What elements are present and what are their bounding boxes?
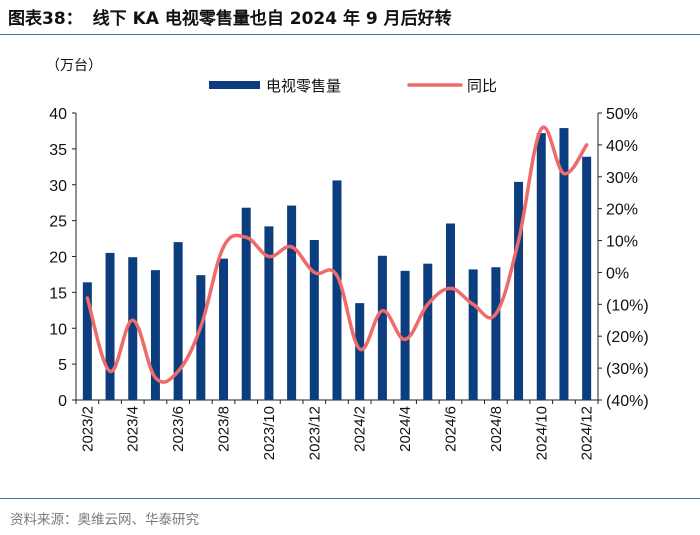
bar-2024-4 <box>400 270 410 400</box>
bar-2023-9 <box>241 207 251 400</box>
x-axis-tick-label: 2024/8 <box>488 406 505 452</box>
right-axis-tick-label: (10%) <box>606 297 649 314</box>
bar-2023-11 <box>287 205 297 400</box>
x-axis-tick-label: 2024/6 <box>442 406 459 452</box>
left-axis-tick-label: 35 <box>49 142 67 159</box>
x-axis-tick-label: 2023/6 <box>170 406 187 452</box>
right-axis-tick-label: (40%) <box>606 393 649 410</box>
unit-label: （万台） <box>46 57 102 73</box>
footer-divider <box>0 498 700 499</box>
bar-2024-7 <box>468 269 478 400</box>
bar-2024-1 <box>332 180 342 400</box>
x-axis-tick-label: 2023/10 <box>261 406 278 460</box>
bar-2023-3 <box>105 252 115 400</box>
right-axis-tick-label: 10% <box>606 234 638 251</box>
bar-2023-10 <box>264 226 274 400</box>
right-axis-tick-label: (30%) <box>606 361 649 378</box>
bar-2024-3 <box>377 255 387 400</box>
bar-2023-8 <box>219 258 229 400</box>
left-axis-tick-label: 25 <box>49 214 67 231</box>
right-axis-tick-label: (20%) <box>606 329 649 346</box>
bar-2024-10 <box>536 133 546 400</box>
x-axis-tick-label: 2024/10 <box>533 406 550 460</box>
right-axis-tick-label: 0% <box>606 265 629 282</box>
bar-2023-4 <box>128 257 138 400</box>
legend-label-line: 同比 <box>467 78 497 95</box>
bar-2024-5 <box>423 263 433 400</box>
x-axis-tick-label: 2024/4 <box>397 406 414 452</box>
bar-2024-2 <box>355 303 365 400</box>
bar-2023-12 <box>309 239 319 400</box>
bar-2024-9 <box>514 181 524 400</box>
bar-2023-2 <box>82 282 92 400</box>
left-axis-tick-label: 10 <box>49 321 67 338</box>
x-axis-tick-label: 2023/4 <box>125 406 142 452</box>
right-axis-tick-label: 30% <box>606 170 638 187</box>
legend-swatch-bar <box>209 81 260 89</box>
bar-2024-11 <box>559 128 569 400</box>
x-axis-tick-label: 2023/2 <box>79 406 96 452</box>
left-axis-tick-label: 5 <box>58 357 67 374</box>
left-axis-tick-label: 40 <box>49 106 67 123</box>
bar-2023-5 <box>150 270 160 400</box>
left-axis-tick-label: 15 <box>49 285 67 302</box>
yoy-line <box>85 125 589 384</box>
left-axis-tick-label: 20 <box>49 250 67 267</box>
bar-2023-6 <box>173 242 183 400</box>
title-divider <box>0 34 700 35</box>
x-axis-tick-label: 2023/8 <box>216 406 233 452</box>
x-axis-tick-label: 2024/12 <box>579 406 596 460</box>
right-axis-tick-label: 40% <box>606 138 638 155</box>
bar-2024-12 <box>582 156 592 400</box>
legend-label-bar: 电视零售量 <box>266 78 341 95</box>
source-note: 资料来源：奥维云网、华泰研究 <box>10 512 199 528</box>
right-axis-tick-label: 50% <box>606 106 638 123</box>
left-axis-tick-label: 0 <box>58 393 67 410</box>
x-axis-tick-label: 2023/12 <box>306 406 323 460</box>
figure-title: 线下 KA 电视零售量也自 2024 年 9 月后好转 <box>92 9 452 29</box>
figure-number: 图表38： <box>8 9 83 29</box>
bar-2024-8 <box>491 267 501 400</box>
chart-title: 图表38： 线下 KA 电视零售量也自 2024 年 9 月后好转 <box>8 4 452 29</box>
x-axis-tick-label: 2024/2 <box>352 406 369 452</box>
right-axis-tick-label: 20% <box>606 202 638 219</box>
left-axis-tick-label: 30 <box>49 178 67 195</box>
bar-2023-7 <box>196 275 206 400</box>
bar-2024-6 <box>445 223 455 400</box>
